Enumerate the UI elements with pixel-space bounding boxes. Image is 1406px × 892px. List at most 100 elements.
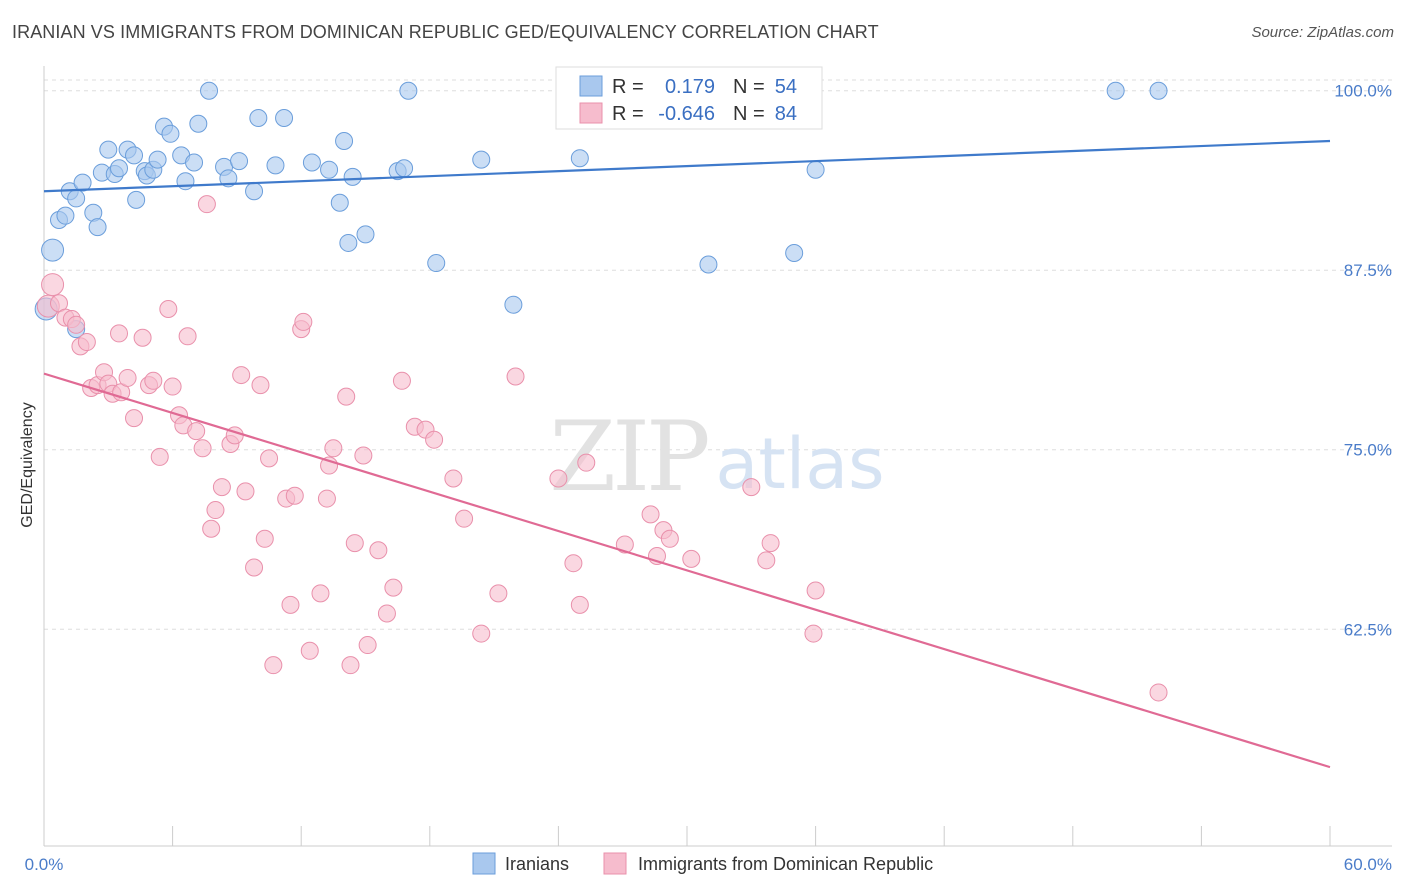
dominican-point-83 — [1149, 683, 1168, 702]
dominican-point-39 — [260, 449, 279, 468]
iranian-point-10 — [99, 140, 118, 159]
iranian-point-26 — [200, 81, 219, 100]
legend-r-value-2: -0.646 — [658, 103, 715, 125]
iranian-point-6 — [73, 173, 92, 192]
iranian-point-39 — [343, 167, 362, 186]
points — [34, 81, 1168, 702]
dominican-point-27 — [193, 439, 212, 458]
dominican-point-29 — [202, 519, 221, 538]
iranian-point-35 — [320, 160, 339, 179]
iranian-point-51 — [1106, 81, 1125, 100]
dominican-point-80 — [761, 534, 780, 553]
dominican-point-37 — [251, 376, 270, 395]
dominican-point-15 — [118, 368, 137, 387]
dominican-point-13 — [110, 324, 129, 343]
dominican-point-47 — [311, 584, 330, 603]
iranian-point-5 — [67, 189, 86, 208]
dominican-point-70 — [570, 595, 589, 614]
dominican-point-62 — [425, 430, 444, 449]
iranian-point-34 — [302, 153, 321, 172]
bottom-legend-label-iranians: Iranians — [505, 854, 569, 874]
dominican-point-78 — [742, 478, 761, 497]
iranian-point-25 — [189, 114, 208, 133]
dominican-point-73 — [641, 505, 660, 524]
dominican-point-31 — [212, 478, 231, 497]
legend-swatch-dominican — [579, 102, 603, 124]
dominican-point-43 — [285, 486, 304, 505]
iranian-point-37 — [335, 131, 354, 150]
iranian-point-30 — [245, 182, 264, 201]
axes — [43, 66, 1392, 847]
x-tick-label-1: 60.0% — [1344, 855, 1392, 874]
y-tick-label-3: 100.0% — [1334, 82, 1392, 101]
iranian-point-46 — [504, 295, 523, 314]
dominican-point-71 — [577, 453, 596, 472]
dominican-point-72 — [615, 535, 634, 554]
dominican-point-77 — [682, 549, 701, 568]
dominican-point-82 — [806, 581, 825, 600]
dominican-point-42 — [281, 595, 300, 614]
iranian-point-43 — [399, 81, 418, 100]
iranian-point-49 — [785, 244, 804, 262]
dominican-point-55 — [358, 636, 377, 655]
dominican-trend-line — [43, 372, 1331, 769]
bottom-legend-swatch-iranians — [472, 852, 496, 875]
iranian-point-28 — [219, 169, 238, 188]
dominican-point-58 — [384, 578, 403, 597]
iranian-point-42 — [395, 159, 414, 178]
dominican-point-68 — [549, 469, 568, 488]
dominican-point-56 — [369, 541, 388, 560]
legend-swatch-iranians — [579, 75, 603, 97]
iranian-point-24 — [185, 153, 204, 172]
chart-source: Source: ZipAtlas.com — [1251, 24, 1394, 41]
y-axis-label: GED/Equivalency — [19, 402, 36, 527]
dominican-point-38 — [255, 529, 274, 548]
dominican-point-46 — [300, 641, 319, 660]
legend-n-label-2: N = — [733, 103, 765, 125]
dominican-point-76 — [660, 529, 679, 548]
dominican-point-57 — [377, 604, 396, 623]
iranian-point-31 — [249, 109, 268, 128]
dominican-point-67 — [506, 367, 525, 386]
legend-n-label-1: N = — [733, 76, 765, 98]
dominican-point-26 — [187, 422, 206, 441]
y-tick-labels: 62.5% 75.0% 87.5% 100.0% — [1334, 82, 1392, 640]
dominican-point-17 — [133, 328, 152, 347]
dominican-point-54 — [354, 446, 373, 465]
y-tick-label-0: 62.5% — [1344, 620, 1392, 639]
iranian-point-14 — [125, 146, 144, 165]
dominican-point-22 — [163, 377, 182, 396]
dominican-point-53 — [345, 534, 364, 553]
iranian-trend-line — [43, 139, 1331, 193]
dominican-point-20 — [150, 447, 169, 466]
iranian-point-50 — [806, 160, 825, 179]
iranian-point-8 — [88, 218, 107, 237]
dominican-point-35 — [236, 482, 255, 501]
dominican-point-19 — [144, 371, 163, 390]
dominican-point-66 — [489, 584, 508, 603]
chart-title: IRANIAN VS IMMIGRANTS FROM DOMINICAN REP… — [12, 22, 879, 42]
legend-r-value-1: 0.179 — [665, 76, 715, 98]
iranian-point-52 — [1149, 81, 1168, 100]
x-tick-labels: 0.0% 60.0% — [25, 855, 1392, 874]
iranian-point-21 — [161, 124, 180, 143]
iranian-point-47 — [570, 149, 589, 168]
dominican-point-63 — [444, 469, 463, 488]
iranian-point-3 — [56, 206, 75, 225]
iranian-point-12 — [110, 159, 129, 178]
dominican-point-30 — [206, 501, 225, 520]
dominican-point-34 — [232, 366, 251, 385]
watermark: ZIP atlas — [549, 401, 884, 513]
trend-lines — [43, 139, 1331, 769]
dominican-point-16 — [125, 409, 144, 428]
dominican-point-50 — [324, 439, 343, 458]
bottom-legend-label-dominican: Immigrants from Dominican Republic — [638, 854, 933, 874]
y-tick-label-2: 87.5% — [1344, 261, 1392, 280]
dominican-point-81 — [804, 624, 823, 643]
legend-r-label-2: R = — [612, 103, 644, 125]
iranian-point-44 — [427, 254, 446, 273]
dominican-point-65 — [472, 624, 491, 643]
y-tick-label-1: 75.0% — [1344, 441, 1392, 460]
dominican-point-5 — [67, 315, 86, 334]
